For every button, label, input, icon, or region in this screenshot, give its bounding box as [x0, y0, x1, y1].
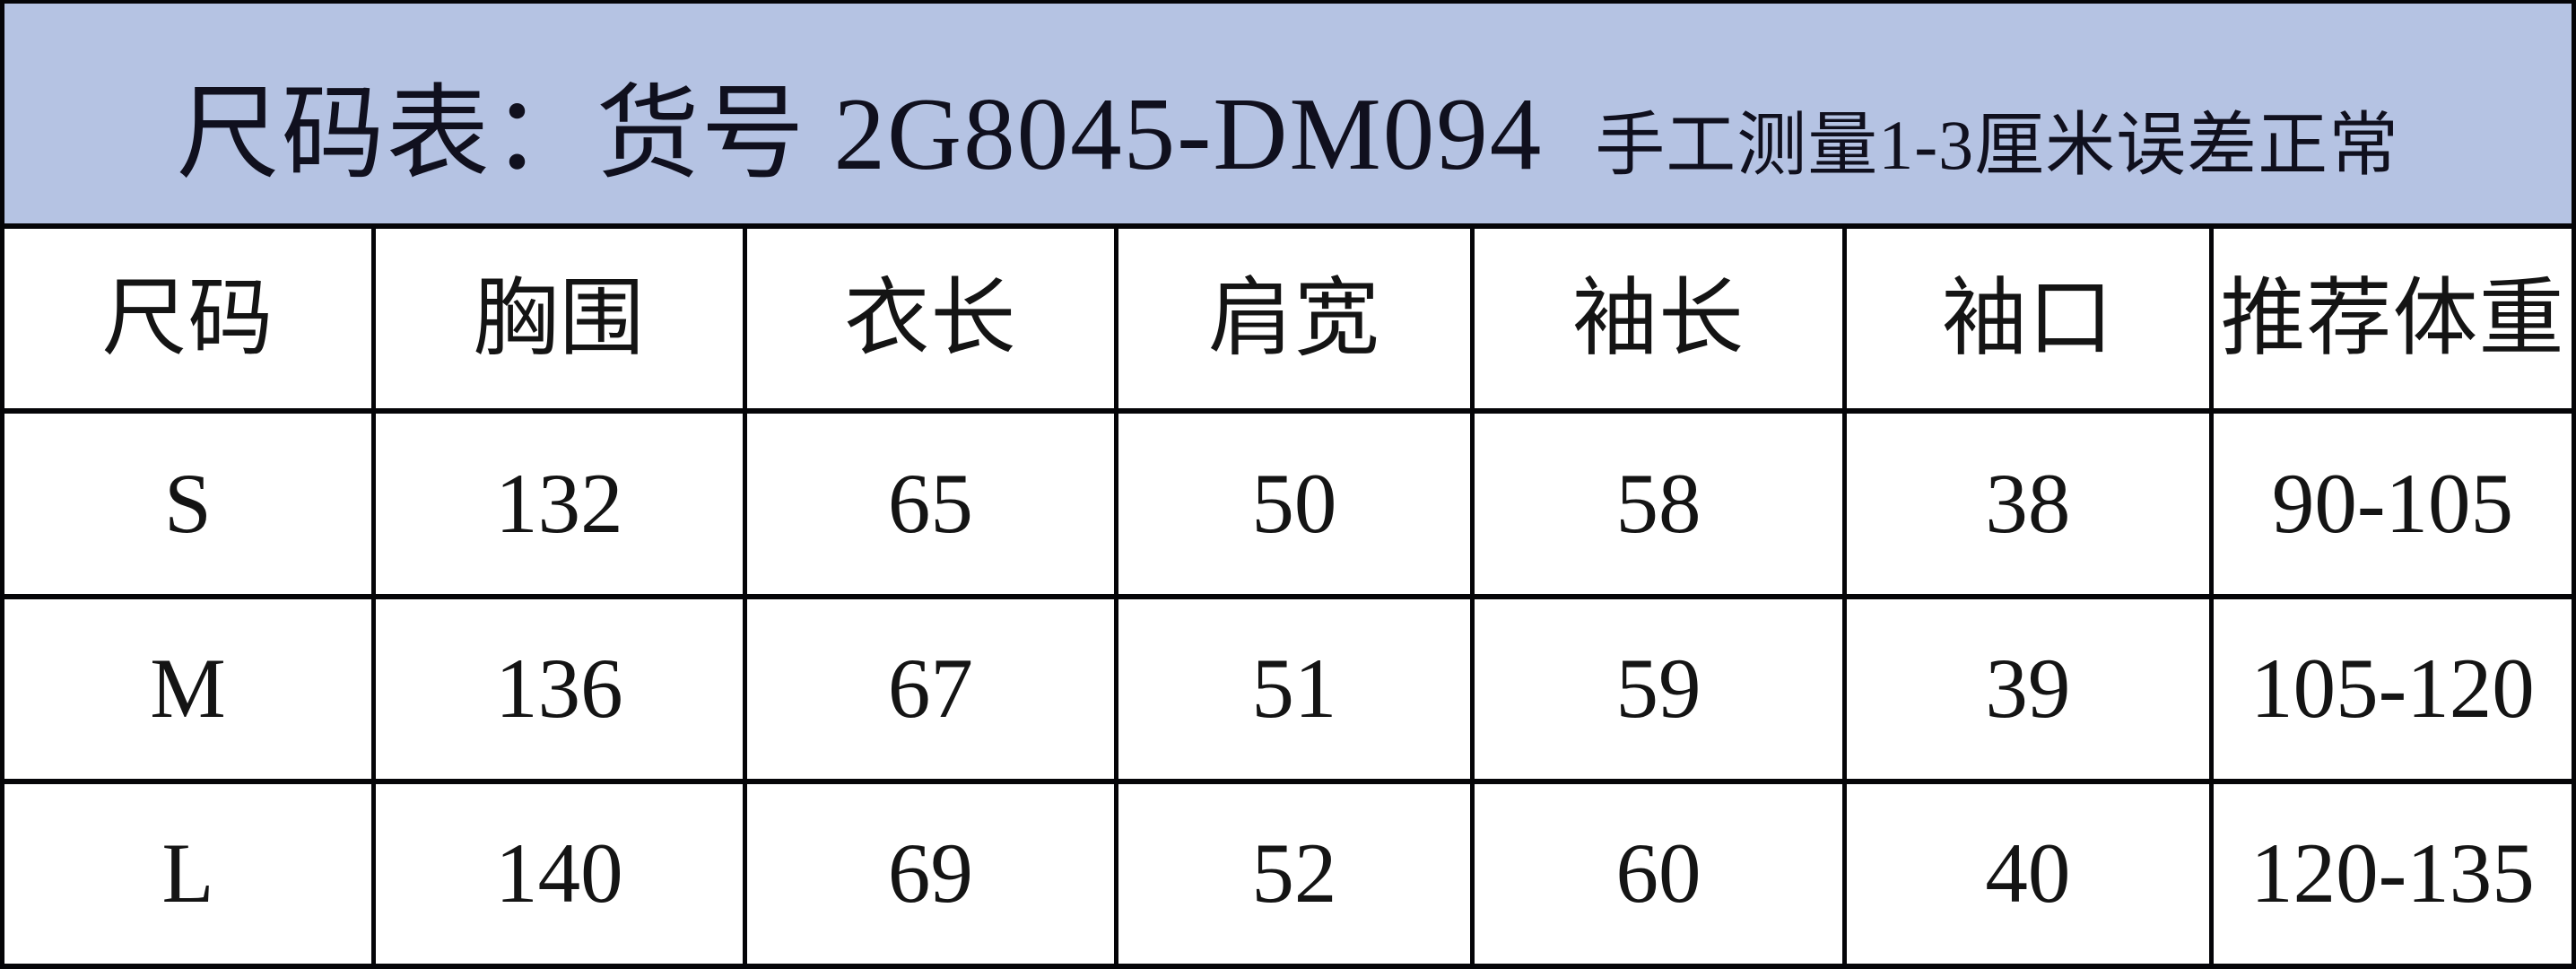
table-cell: 58 [1474, 414, 1842, 594]
table-cell: 38 [1846, 414, 2209, 594]
table-cell: 40 [1846, 783, 2209, 964]
chart-title: 尺码表：货号 2G8045-DM094 [176, 77, 1544, 191]
table-cell: 90-105 [2213, 414, 2572, 594]
table-cell-size: L [4, 783, 371, 964]
column-header-chest: 胸围 [375, 229, 743, 409]
table-cell: 60 [1474, 783, 1842, 964]
table-cell-size: M [4, 598, 371, 779]
table-cell: 59 [1474, 598, 1842, 779]
table-cell: 52 [1118, 783, 1470, 964]
table-cell: 140 [375, 783, 743, 964]
column-header-cuff: 袖口 [1846, 229, 2209, 409]
table-cell: 136 [375, 598, 743, 779]
column-header-shoulder: 肩宽 [1118, 229, 1470, 409]
column-header-size: 尺码 [4, 229, 371, 409]
column-header-sleeve: 袖长 [1474, 229, 1842, 409]
table-cell: 132 [375, 414, 743, 594]
table-cell: 65 [746, 414, 1114, 594]
table-cell: 69 [746, 783, 1114, 964]
table-cell: 67 [746, 598, 1114, 779]
size-table: 尺码 胸围 衣长 肩宽 袖长 袖口 推荐体重 S 132 65 50 58 38… [4, 229, 2572, 964]
table-cell: 105-120 [2213, 598, 2572, 779]
column-header-recommended-weight: 推荐体重 [2213, 229, 2572, 409]
table-cell: 51 [1118, 598, 1470, 779]
column-header-length: 衣长 [746, 229, 1114, 409]
table-cell: 50 [1118, 414, 1470, 594]
table-cell: 120-135 [2213, 783, 2572, 964]
measurement-tolerance-note: 手工测量1-3厘米误差正常 [1595, 106, 2400, 184]
table-cell: 39 [1846, 598, 2209, 779]
chart-title-bar: 尺码表：货号 2G8045-DM094 手工测量1-3厘米误差正常 [4, 4, 2572, 223]
table-cell-size: S [4, 414, 371, 594]
